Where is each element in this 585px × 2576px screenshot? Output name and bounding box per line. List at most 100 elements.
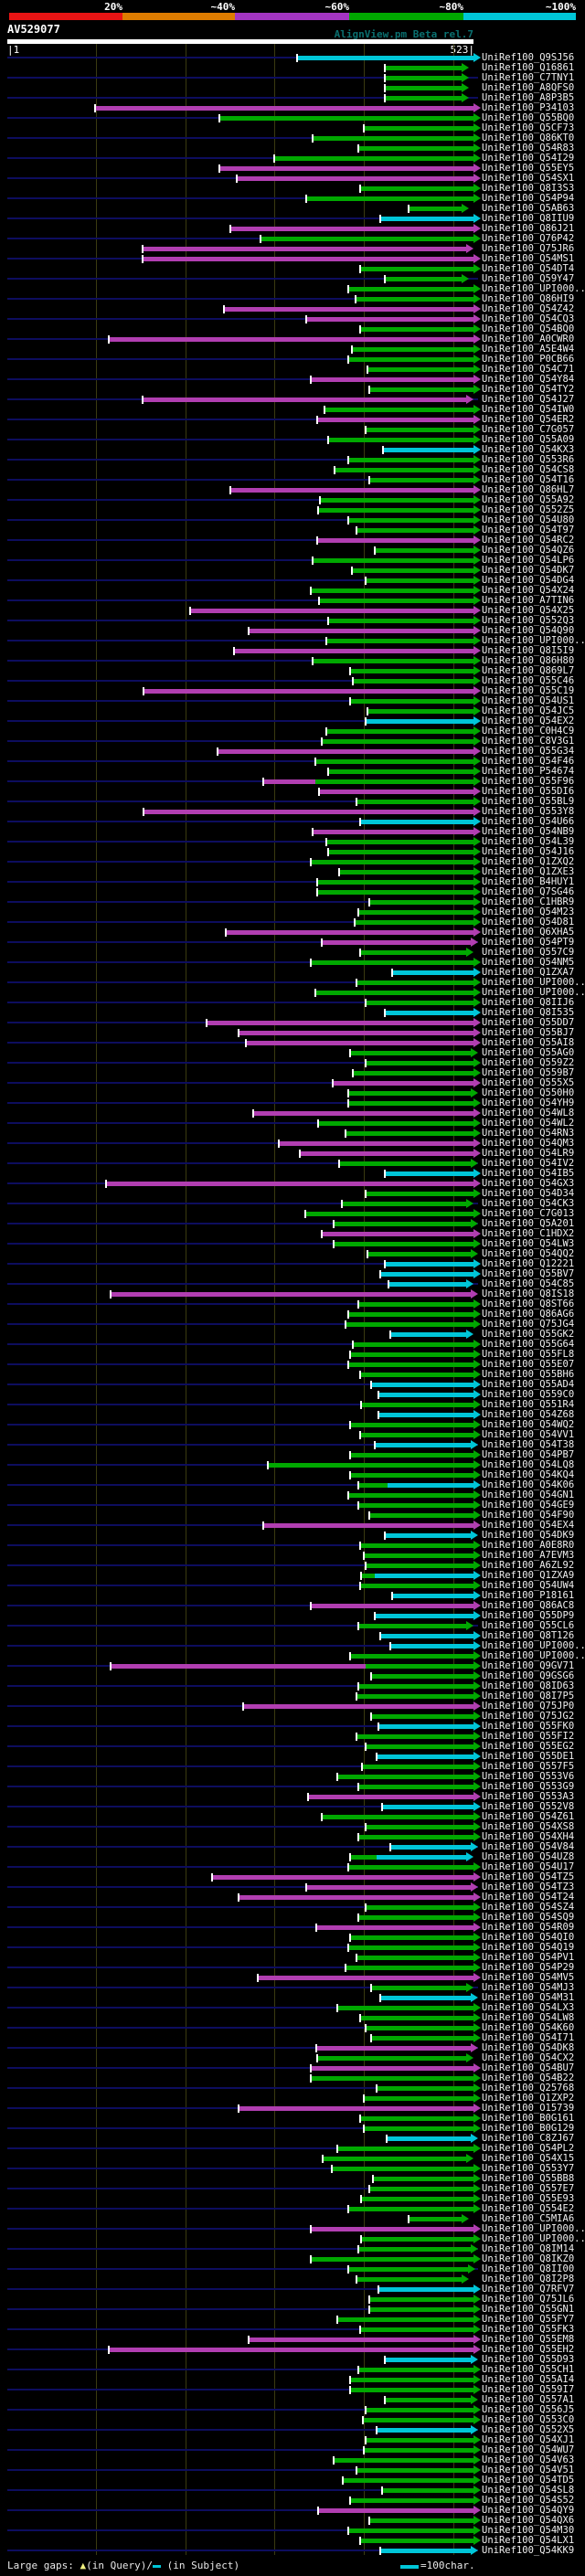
hit-label[interactable]: UniRef100_Q553G9: [482, 1781, 575, 1792]
alignment-bar[interactable]: [311, 2227, 473, 2231]
alignment-bar[interactable]: [366, 2408, 473, 2412]
hit-label[interactable]: UniRef100_Q553R6: [482, 454, 575, 465]
alignment-bar[interactable]: [350, 1855, 377, 1860]
alignment-bar[interactable]: [366, 1564, 473, 1568]
alignment-bar[interactable]: [253, 1111, 473, 1116]
hit-label[interactable]: UniRef100_Q550H0: [482, 1087, 575, 1098]
alignment-bar[interactable]: [358, 1302, 473, 1307]
alignment-bar[interactable]: [332, 2167, 473, 2171]
hit-label[interactable]: UniRef100_Q54T97: [482, 525, 575, 535]
hit-label[interactable]: UniRef100_Q552Z5: [482, 504, 575, 515]
hit-label[interactable]: UniRef100_Q86H80: [482, 655, 575, 666]
hit-label[interactable]: UniRef100_Q54XJ1: [482, 2434, 575, 2445]
hit-label[interactable]: UniRef100_Q55EH2: [482, 2344, 575, 2355]
hit-label[interactable]: UniRef100_UPI000..: [482, 1640, 585, 1651]
alignment-bar[interactable]: [356, 297, 473, 302]
alignment-bar[interactable]: [371, 2036, 473, 2041]
alignment-bar[interactable]: [380, 1634, 473, 1638]
alignment-bar[interactable]: [279, 1141, 473, 1146]
alignment-bar[interactable]: [311, 2066, 473, 2071]
alignment-bar[interactable]: [369, 2307, 473, 2312]
alignment-bar[interactable]: [313, 659, 473, 663]
alignment-bar[interactable]: [350, 1654, 473, 1659]
alignment-bar[interactable]: [378, 2287, 473, 2292]
alignment-bar[interactable]: [369, 387, 473, 392]
alignment-bar[interactable]: [334, 1222, 471, 1226]
alignment-bar[interactable]: [390, 1845, 471, 1850]
alignment-bar[interactable]: [385, 1533, 471, 1538]
alignment-bar[interactable]: [348, 1865, 473, 1870]
hit-label[interactable]: UniRef100_Q54EX2: [482, 716, 575, 726]
hit-label[interactable]: UniRef100_Q54GN1: [482, 1489, 575, 1500]
alignment-bar[interactable]: [143, 247, 466, 251]
alignment-bar[interactable]: [392, 970, 473, 975]
alignment-bar[interactable]: [353, 1342, 473, 1347]
hit-label[interactable]: UniRef100_O15739: [482, 2103, 575, 2114]
alignment-bar[interactable]: [324, 408, 473, 412]
alignment-bar[interactable]: [337, 2147, 473, 2151]
hit-label[interactable]: UniRef100_C7TNY1: [482, 72, 575, 83]
hit-label[interactable]: UniRef100_Q54UW4: [482, 1580, 575, 1591]
alignment-bar[interactable]: [317, 880, 473, 885]
alignment-bar[interactable]: [367, 367, 473, 372]
alignment-bar[interactable]: [218, 749, 473, 754]
hit-label[interactable]: UniRef100_Q553C0: [482, 2414, 575, 2425]
alignment-bar[interactable]: [367, 709, 473, 714]
hit-label[interactable]: UniRef100_Q54LQ8: [482, 1459, 575, 1470]
hit-label[interactable]: UniRef100_C1HDX2: [482, 1228, 575, 1239]
alignment-bar[interactable]: [371, 1714, 473, 1719]
alignment-bar[interactable]: [364, 126, 473, 131]
hit-label[interactable]: UniRef100_P0CB66: [482, 354, 575, 365]
hit-label[interactable]: UniRef100_Q54X25: [482, 605, 575, 616]
alignment-bar[interactable]: [350, 2378, 473, 2382]
hit-label[interactable]: UniRef100_Q8I535: [482, 1007, 575, 1018]
hit-label[interactable]: UniRef100_Q553A3: [482, 1791, 575, 1802]
hit-label[interactable]: UniRef100_Q54V84: [482, 1841, 575, 1852]
hit-label[interactable]: UniRef100_UPI000..: [482, 2233, 585, 2244]
alignment-bar[interactable]: [380, 2549, 471, 2553]
hit-label[interactable]: UniRef100_Q55D93: [482, 2354, 575, 2365]
hit-label[interactable]: UniRef100_Q55BB8: [482, 2173, 575, 2184]
alignment-bar[interactable]: [385, 86, 462, 90]
hit-label[interactable]: UniRef100_UPI000..: [482, 987, 585, 998]
hit-label[interactable]: UniRef100_Q75JR6: [482, 243, 575, 254]
alignment-bar[interactable]: [249, 2337, 473, 2342]
hit-label[interactable]: UniRef100_P54674: [482, 766, 575, 777]
hit-label[interactable]: UniRef100_Q9SJ56: [482, 52, 575, 63]
hit-label[interactable]: UniRef100_Q54QI0: [482, 1932, 575, 1943]
hit-label[interactable]: UniRef100_Q54NM5: [482, 957, 575, 968]
hit-label[interactable]: UniRef100_Q55A92: [482, 494, 575, 505]
hit-label[interactable]: UniRef100_Q54K60: [482, 2022, 575, 2033]
alignment-bar[interactable]: [385, 76, 462, 80]
hit-label[interactable]: UniRef100_Q9GV71: [482, 1660, 575, 1671]
hit-label[interactable]: UniRef100_Q54C85: [482, 1278, 575, 1289]
alignment-bar[interactable]: [375, 1614, 473, 1618]
hit-label[interactable]: UniRef100_Q55GK2: [482, 1329, 575, 1340]
alignment-bar[interactable]: [343, 2478, 473, 2483]
alignment-bar[interactable]: [144, 810, 473, 814]
hit-label[interactable]: UniRef100_Q54XH4: [482, 1831, 575, 1842]
alignment-bar[interactable]: [322, 1815, 473, 1819]
alignment-bar[interactable]: [350, 699, 473, 704]
hit-label[interactable]: UniRef100_Q54WQ2: [482, 1419, 575, 1430]
hit-label[interactable]: UniRef100_Q8IKZ0: [482, 2253, 575, 2264]
alignment-bar[interactable]: [375, 1574, 473, 1578]
alignment-bar[interactable]: [366, 1825, 473, 1829]
hit-label[interactable]: UniRef100_Q54QY9: [482, 2505, 575, 2516]
alignment-bar[interactable]: [313, 558, 473, 563]
hit-label[interactable]: UniRef100_Q75JG4: [482, 1319, 575, 1330]
alignment-bar[interactable]: [390, 1644, 473, 1648]
hit-label[interactable]: UniRef100_C0H4C9: [482, 726, 575, 737]
hit-label[interactable]: UniRef100_Q54P94: [482, 193, 575, 204]
hit-label[interactable]: UniRef100_Q54R83: [482, 143, 575, 154]
hit-label[interactable]: UniRef100_Q54PB7: [482, 1449, 575, 1460]
alignment-bar[interactable]: [366, 719, 473, 724]
alignment-bar[interactable]: [380, 1272, 473, 1277]
alignment-bar[interactable]: [263, 1523, 473, 1528]
hit-label[interactable]: UniRef100_Q8ST66: [482, 1299, 575, 1309]
hit-label[interactable]: UniRef100_Q54M23: [482, 906, 575, 917]
hit-label[interactable]: UniRef100_Q75JL6: [482, 2294, 575, 2305]
alignment-bar[interactable]: [328, 769, 473, 774]
alignment-bar[interactable]: [326, 729, 473, 734]
hit-label[interactable]: UniRef100_Q55AG0: [482, 1047, 575, 1058]
